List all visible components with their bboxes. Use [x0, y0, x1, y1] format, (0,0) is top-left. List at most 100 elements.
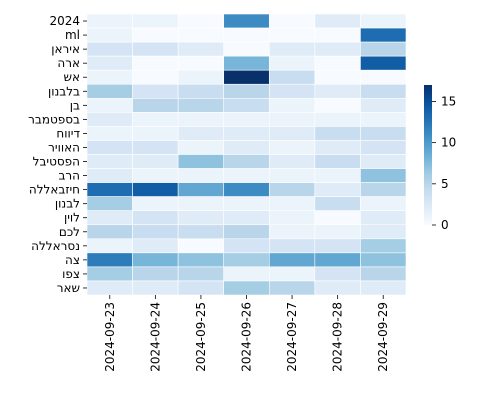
heatmap-cell	[132, 252, 179, 268]
x-tick-label: 2024-09-24	[148, 302, 162, 372]
x-tick-label: 2024-09-29	[376, 302, 390, 372]
heatmap-cell	[223, 98, 270, 113]
x-tick-label: 2024-09-25	[194, 302, 208, 372]
colorbar-tick-label: 5	[441, 177, 449, 191]
heatmap-cell	[314, 41, 361, 57]
heatmap-cell	[360, 83, 407, 99]
y-tick-label: לבנון	[55, 197, 80, 211]
heatmap-cell	[223, 224, 270, 240]
heatmap-cell	[177, 13, 225, 29]
heatmap-cell	[177, 280, 225, 296]
heatmap-cell	[360, 154, 407, 169]
heatmap-cell	[360, 210, 407, 226]
heatmap-cell	[314, 238, 361, 254]
colorbar-tick-label: 0	[441, 218, 449, 232]
heatmap-cell	[314, 55, 361, 71]
heatmap-cell	[177, 182, 225, 197]
heatmap-cell	[223, 126, 270, 141]
heatmap-cell	[360, 238, 407, 254]
heatmap-cell	[132, 13, 179, 29]
y-tick-label: בלבנון	[48, 84, 80, 98]
heatmap-cell	[223, 154, 270, 169]
heatmap-cell	[86, 69, 133, 85]
heatmap-cell	[360, 140, 407, 155]
x-tick-label: 2024-09-23	[103, 302, 117, 372]
heatmap-cell	[132, 83, 179, 99]
heatmap-cell	[177, 41, 225, 57]
heatmap-cell	[177, 168, 225, 183]
heatmap-cell	[268, 266, 316, 282]
y-tick-label: בן	[70, 98, 80, 112]
heatmap-cell	[360, 126, 407, 141]
heatmap-cell	[132, 196, 179, 211]
heatmap-cell	[177, 55, 225, 71]
heatmap-cell	[360, 280, 407, 296]
heatmap-cell	[223, 266, 270, 282]
y-tick-label: ארה	[57, 56, 80, 70]
heatmap-cell	[314, 210, 361, 226]
heatmap-cell	[132, 168, 179, 183]
heatmap-cell	[314, 69, 361, 85]
heatmap-cell	[314, 126, 361, 141]
heatmap-cell	[132, 154, 179, 169]
y-tick-label: הפסטיבל	[33, 155, 80, 169]
heatmap-cell	[177, 98, 225, 113]
heatmap-cell	[223, 238, 270, 254]
heatmap-cell	[314, 98, 361, 113]
heatmap-cell	[314, 224, 361, 240]
heatmap-cell	[132, 238, 179, 254]
heatmap-cell	[86, 266, 133, 282]
heatmap-cell	[268, 27, 316, 43]
y-tick-label: ml	[65, 28, 80, 42]
heatmap-cell	[268, 112, 316, 127]
heatmap-cell	[268, 252, 316, 268]
heatmap-cell	[268, 224, 316, 240]
heatmap-cell	[360, 55, 407, 71]
heatmap-cell	[314, 182, 361, 197]
heatmap-cell	[132, 41, 179, 57]
heatmap-cell	[132, 210, 179, 226]
heatmap-cell	[314, 140, 361, 155]
heatmap-cell	[360, 41, 407, 57]
y-tick-label: הרב	[58, 169, 80, 183]
heatmap-cell	[86, 55, 133, 71]
heatmap-cell	[223, 13, 270, 29]
heatmap-cell	[223, 210, 270, 226]
heatmap-cell	[314, 196, 361, 211]
heatmap-cell	[86, 41, 133, 57]
x-tick-label: 2024-09-28	[331, 302, 345, 372]
heatmap-cell	[360, 13, 407, 29]
heatmap-cell	[314, 280, 361, 296]
heatmap-cell	[360, 112, 407, 127]
heatmap-cell	[132, 266, 179, 282]
heatmap-cell	[132, 140, 179, 155]
heatmap-cell	[268, 126, 316, 141]
heatmap-cell	[177, 126, 225, 141]
heatmap-cell	[314, 266, 361, 282]
heatmap-cell	[132, 55, 179, 71]
heatmap-cell	[268, 280, 316, 296]
y-tick-label: לכם	[59, 225, 80, 239]
heatmap-cell	[314, 168, 361, 183]
y-tick-label: צפו	[62, 267, 80, 281]
colorbar-gradient	[424, 85, 432, 225]
heatmap-cell	[268, 69, 316, 85]
heatmap-cell	[86, 252, 133, 268]
heatmap-cell	[86, 27, 133, 43]
heatmap-cell	[223, 168, 270, 183]
y-tick-label: אש	[63, 70, 80, 84]
heatmap-cell	[314, 83, 361, 99]
heatmap-cell	[223, 69, 270, 85]
y-tick-label: 2024	[49, 14, 80, 28]
heatmap-cell	[177, 112, 225, 127]
y-tick-label: חיזבאללה	[29, 183, 80, 197]
heatmap-cell	[268, 98, 316, 113]
heatmap-cell	[86, 112, 133, 127]
heatmap-cell	[86, 154, 133, 169]
heatmap-cell	[132, 112, 179, 127]
heatmap-cell	[314, 13, 361, 29]
heatmap-cell	[223, 196, 270, 211]
y-tick-label: שאר	[57, 281, 80, 295]
heatmap-cell	[177, 140, 225, 155]
